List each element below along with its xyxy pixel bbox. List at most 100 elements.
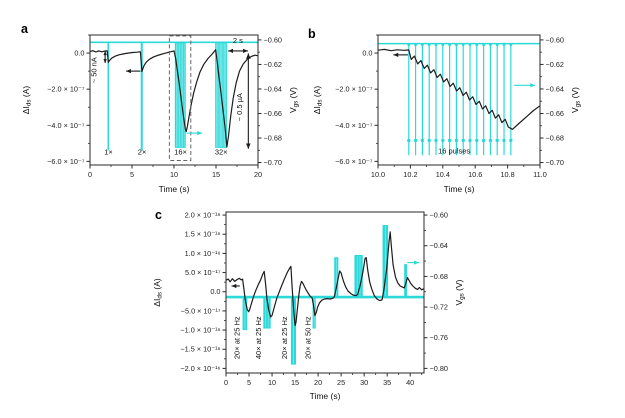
left-tick-label: −2.0 × 10⁻⁷ xyxy=(335,85,373,94)
x-tick-label: 10.0 xyxy=(371,170,385,179)
left-tick-label: 0.0 xyxy=(362,49,372,58)
annotation-rotated-text: ~ 50 nA xyxy=(90,57,99,83)
right-tick-label: −0.64 xyxy=(264,84,282,93)
gate-pulse-burst xyxy=(263,297,271,329)
left-tick-label: 0.0 xyxy=(74,49,84,58)
right-tick-label: −0.72 xyxy=(430,303,448,312)
arrowhead xyxy=(246,143,251,149)
left-tick-label: −4.0 × 10⁻⁷ xyxy=(47,121,85,130)
gate-pulse-burst xyxy=(107,42,109,151)
x-tick-label: 11.0 xyxy=(533,170,547,179)
gate-pulse-burst xyxy=(140,42,143,151)
plot-frame xyxy=(225,211,425,374)
annotation-text: 16 pulses xyxy=(438,146,470,155)
x-tick-label: 35 xyxy=(383,378,391,387)
annotation-rotated-text: 20× at 50 Hz xyxy=(303,316,312,359)
panel-label-c: c xyxy=(155,208,162,222)
arrowhead xyxy=(530,83,536,88)
x-tick-label: 5 xyxy=(130,170,134,179)
right-tick-label: −0.76 xyxy=(430,333,448,342)
panel-c: 0 5 10 15 20 25 30 35 40 2.0 × 10⁻¹⁶ 1.5 × 10⁻¹⁶ 1.… xyxy=(152,208,466,401)
gate-pulse-burst xyxy=(382,225,389,298)
panel-b: 10.0 10.2 10.4 10.6 10.8 11.0 0.0 −2.0 × 10⁻⁷ −4… xyxy=(308,27,582,194)
gate-pulse-burst xyxy=(334,257,339,298)
x-tick-label: 10 xyxy=(170,170,178,179)
x-tick-label: 40 xyxy=(406,378,414,387)
panel-label-b: b xyxy=(308,27,316,41)
gate-pulse-burst xyxy=(354,254,363,298)
arrowhead xyxy=(393,52,399,57)
right-tick-label: −0.60 xyxy=(264,35,282,44)
left-tick-label: −1.0 × 10⁻¹⁶ xyxy=(180,326,220,335)
arrowhead xyxy=(197,131,203,136)
x-axis-title: Time (s) xyxy=(310,391,341,401)
right-tick-label: −0.64 xyxy=(546,84,564,93)
gate-pulse-burst xyxy=(404,264,407,298)
x-tick-label: 10.4 xyxy=(436,170,450,179)
left-axis-title: ΔIds (A) xyxy=(312,86,324,115)
right-tick-label: −0.64 xyxy=(430,241,448,250)
right-tick-label: −0.68 xyxy=(264,134,282,143)
right-tick-label: −0.66 xyxy=(264,109,282,118)
right-tick-label: −0.70 xyxy=(546,158,564,167)
left-tick-label: 0.0 xyxy=(210,287,220,296)
arrowhead xyxy=(246,53,251,59)
right-tick-label: −0.70 xyxy=(264,158,282,167)
arrowhead xyxy=(414,260,419,265)
right-tick-label: −0.62 xyxy=(264,60,282,69)
arrowhead xyxy=(103,51,107,56)
right-axis-title: Vgs (V) xyxy=(454,279,466,305)
left-tick-label: 1.5 × 10⁻¹⁶ xyxy=(185,230,221,239)
gate-pulse-burst xyxy=(290,297,296,365)
right-axis-title: Vgs (V) xyxy=(570,87,582,113)
right-tick-label: −0.60 xyxy=(546,35,564,44)
left-tick-label: −2.0 × 10⁻⁷ xyxy=(47,85,85,94)
arrowhead xyxy=(126,69,131,74)
right-tick-label: −0.80 xyxy=(430,364,448,373)
x-tick-label: 25 xyxy=(337,378,345,387)
annotation-text: 2 s xyxy=(233,36,243,45)
pulse-count-label: 1× xyxy=(104,148,113,157)
annotation-rotated-text: 20× at 25 Hz xyxy=(232,316,241,359)
current-trace xyxy=(377,48,541,130)
left-tick-label: −1.5 × 10⁻¹⁶ xyxy=(180,345,220,354)
arrowhead xyxy=(228,48,234,53)
x-tick-label: 15 xyxy=(212,170,220,179)
pulse-count-label: 2× xyxy=(138,148,147,157)
pulse-count-label: 16× xyxy=(174,148,187,157)
x-tick-label: 15 xyxy=(291,378,299,387)
right-tick-label: −0.62 xyxy=(546,60,564,69)
left-tick-label: 1.0 × 10⁻¹⁶ xyxy=(185,249,221,258)
x-tick-label: 10 xyxy=(268,378,276,387)
pulse-count-label: 32× xyxy=(215,148,228,157)
arrowhead xyxy=(103,59,107,63)
right-tick-label: −0.68 xyxy=(546,134,564,143)
left-tick-label: 2.0 × 10⁻¹⁶ xyxy=(185,211,221,220)
arrowhead xyxy=(243,48,248,53)
x-tick-label: 20 xyxy=(314,378,322,387)
x-tick-label: 0 xyxy=(88,170,92,179)
x-axis-title: Time (s) xyxy=(444,184,475,194)
x-tick-label: 10.8 xyxy=(500,170,514,179)
left-tick-label: 5.0 × 10⁻¹⁷ xyxy=(185,268,221,277)
panel-a: 0 5 10 15 20 0.0 −2.0 × 10⁻⁷ −4.0 × 10⁻⁷ −6.0 × … xyxy=(21,22,300,194)
left-tick-label: −2.0 × 10⁻¹⁶ xyxy=(180,364,220,373)
right-tick-label: −0.60 xyxy=(430,211,448,220)
x-tick-label: 10.6 xyxy=(468,170,482,179)
gate-pulse-burst xyxy=(242,297,248,331)
x-tick-label: 5 xyxy=(247,378,251,387)
x-tick-label: 0 xyxy=(224,378,228,387)
x-axis-title: Time (s) xyxy=(159,184,190,194)
panel-label-a: a xyxy=(21,22,29,36)
x-tick-label: 30 xyxy=(360,378,368,387)
left-tick-label: −5.0 × 10⁻¹⁷ xyxy=(181,306,221,315)
annotation-rotated-text: ~ 0.5 µA xyxy=(235,93,244,121)
annotation-rotated-text: 20× at 25 Hz xyxy=(280,316,289,359)
current-trace xyxy=(89,49,259,148)
x-tick-label: 10.2 xyxy=(403,170,417,179)
left-axis-title: ΔIds (A) xyxy=(21,86,33,115)
left-axis-title: ΔIds (A) xyxy=(152,278,164,307)
left-tick-label: −6.0 × 10⁻⁷ xyxy=(335,157,373,166)
